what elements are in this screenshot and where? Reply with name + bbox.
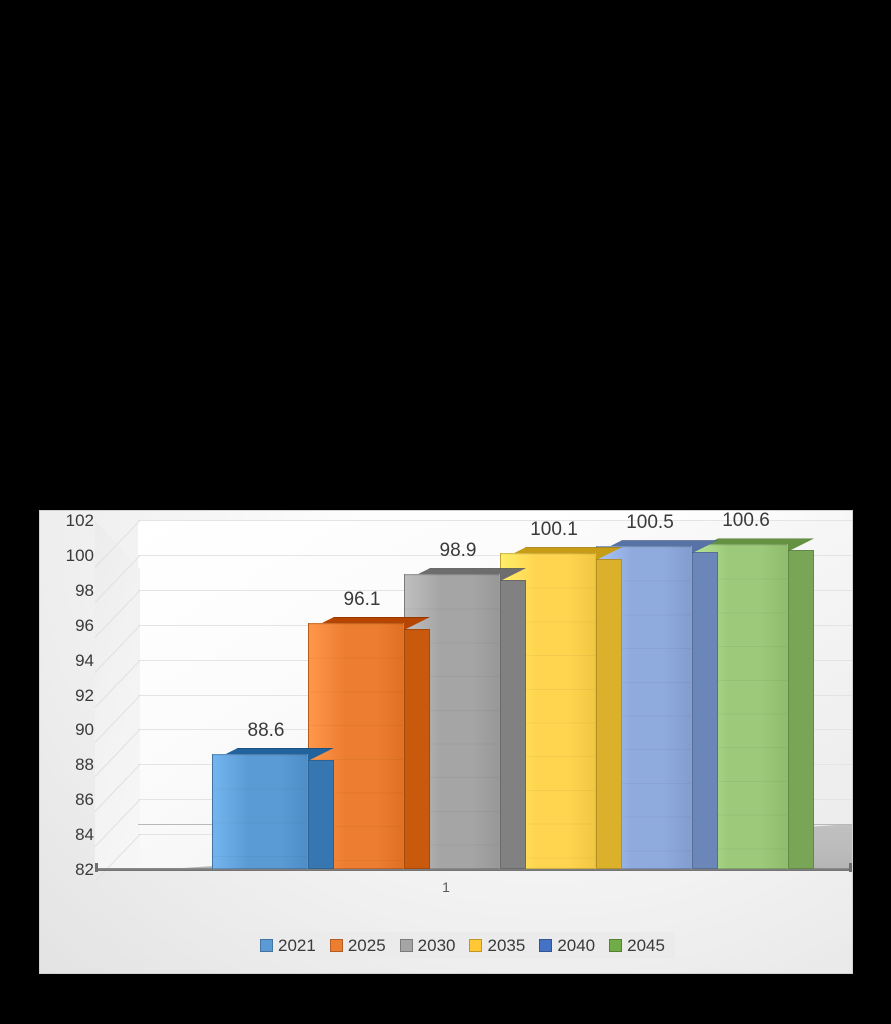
bar-front-face: [212, 753, 308, 869]
data-label-2045: 100.6: [722, 511, 770, 532]
legend-swatch-icon: [539, 939, 553, 952]
legend-label: 2045: [627, 936, 665, 955]
y-axis-tick-label: 102: [65, 511, 94, 530]
legend-item-2045[interactable]: 2045: [609, 937, 665, 954]
y-axis: 102 100 98 96 94 92 90 88 86 84 82: [48, 511, 94, 911]
x-axis-tick-right: [849, 863, 852, 872]
y-axis-tick-label: 86: [75, 790, 94, 810]
bar-side-face: [788, 550, 814, 869]
legend-swatch-icon: [469, 939, 483, 952]
legend-swatch-icon: [329, 939, 343, 952]
legend-label: 2030: [417, 936, 456, 955]
bar-front-face: [596, 546, 692, 869]
legend-swatch-icon: [399, 939, 413, 952]
legend-label: 2025: [347, 936, 386, 955]
chart-legend[interactable]: 2021 2025 2030 2035 2040 2045: [250, 932, 675, 959]
data-label-2021: 88.6: [247, 719, 285, 741]
y-axis-tick-label: 100: [65, 545, 94, 565]
data-label-2040: 100.5: [626, 512, 674, 534]
legend-item-2025[interactable]: 2025: [329, 936, 386, 955]
bar-side-face: [500, 580, 526, 869]
y-axis-tick-label: 82: [75, 860, 94, 879]
bar-2021[interactable]: [212, 747, 334, 869]
chart-container[interactable]: 102 100 98 96 94 92 90 88 86 84 82 88.6 96.1 98.9 100…: [40, 511, 852, 973]
x-axis-category-label: 1: [442, 879, 450, 895]
y-axis-tick-label: 94: [75, 650, 94, 670]
data-label-2035: 100.1: [530, 519, 578, 541]
chart-side-wall: [95, 520, 140, 869]
bar-side-face: [404, 628, 430, 869]
legend-label: 2035: [487, 936, 526, 955]
gridline-horizontal: [138, 520, 852, 521]
y-axis-tick-label: 84: [75, 825, 94, 845]
legend-label: 2040: [557, 936, 596, 955]
y-axis-tick-label: 98: [75, 580, 94, 600]
bar-side-face: [308, 759, 334, 869]
legend-swatch-icon: [260, 939, 273, 952]
y-axis-tick-label: 96: [75, 615, 94, 635]
legend-item-2040[interactable]: 2040: [539, 937, 595, 954]
x-axis-tick-left: [95, 863, 98, 872]
legend-label: 2021: [278, 936, 316, 955]
y-axis-tick-label: 92: [75, 685, 94, 705]
x-axis-line: [95, 868, 852, 871]
data-label-2030: 98.9: [439, 540, 477, 562]
bar-side-face: [692, 552, 718, 869]
gridline-horizontal: [138, 554, 852, 556]
legend-item-2030[interactable]: 2030: [399, 936, 456, 955]
legend-swatch-icon: [609, 939, 623, 952]
y-axis-tick-label: 88: [75, 755, 94, 775]
plot-area: 102 100 98 96 94 92 90 88 86 84 82 88.6 96.1 98.9 100…: [40, 511, 852, 911]
bar-side-face: [596, 559, 622, 869]
bar-2040[interactable]: [596, 540, 718, 869]
legend-item-2021[interactable]: 2021: [260, 937, 316, 954]
data-label-2025: 96.1: [343, 588, 381, 610]
legend-item-2035[interactable]: 2035: [469, 937, 525, 954]
y-axis-tick-label: 90: [75, 720, 94, 740]
